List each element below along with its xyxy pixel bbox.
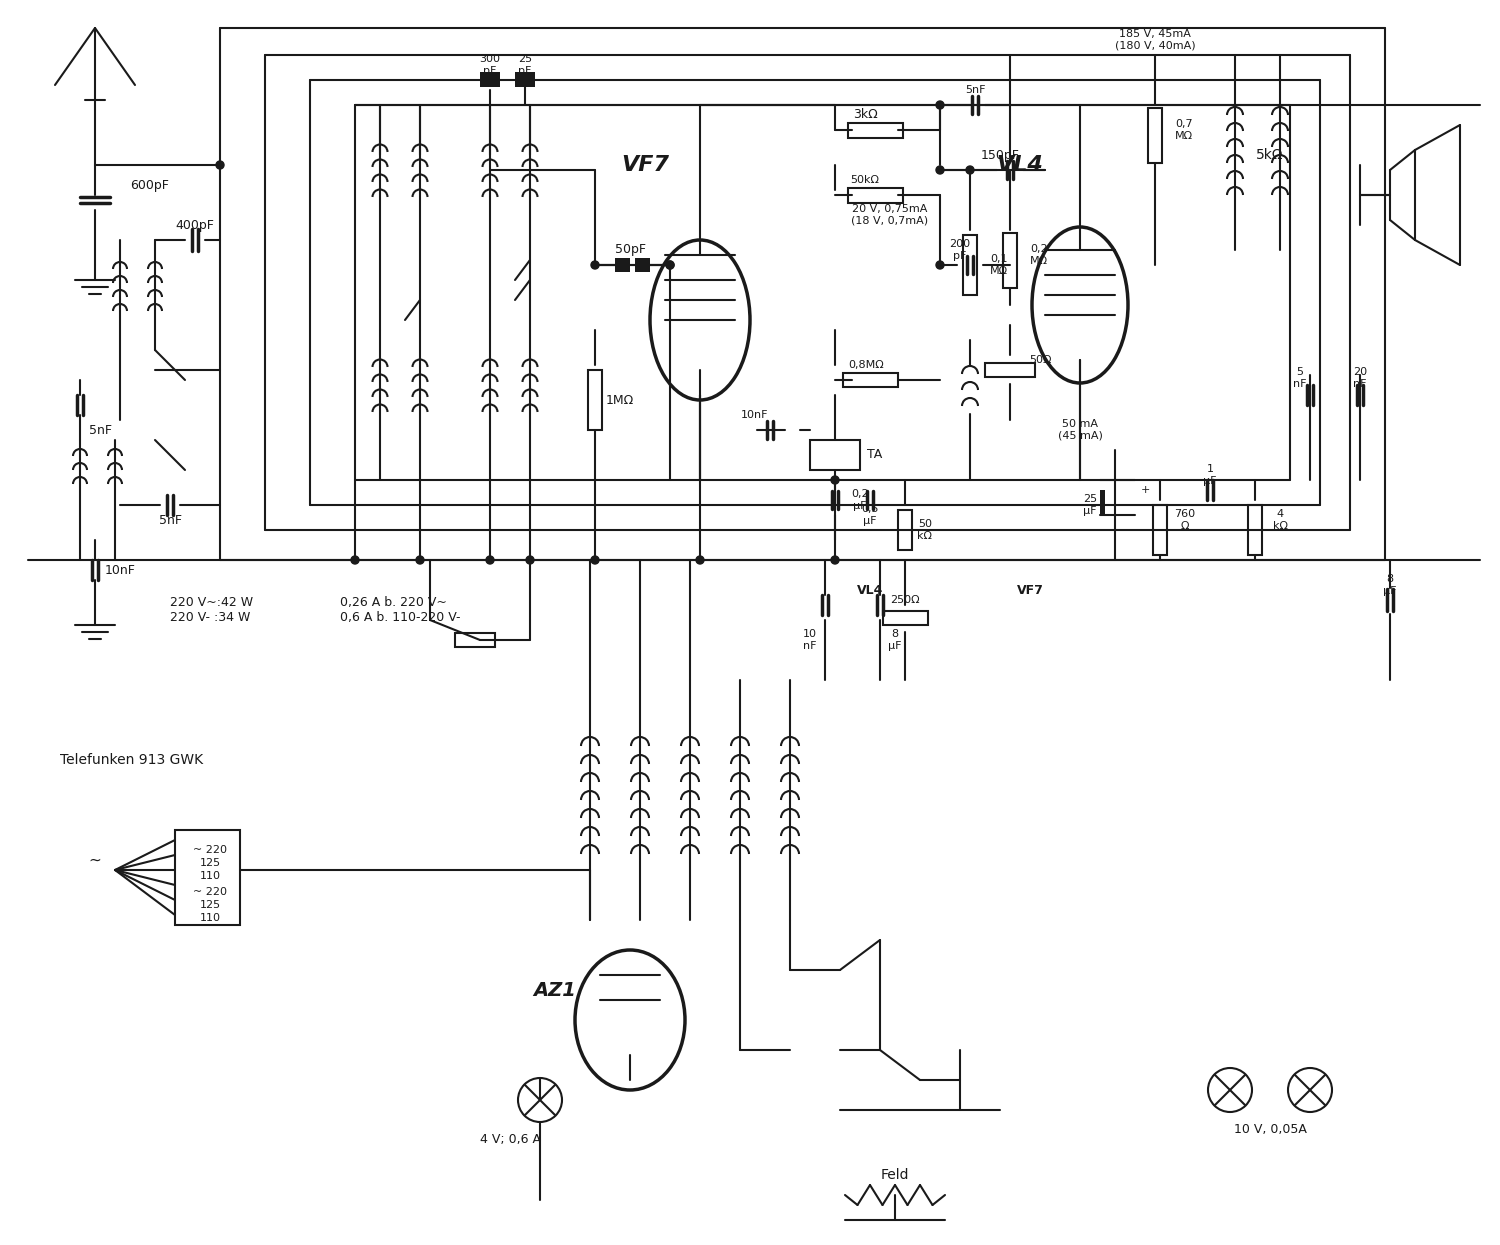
Circle shape	[486, 557, 494, 564]
Text: VF7: VF7	[621, 154, 669, 176]
Bar	[1148, 108, 1162, 163]
Text: 50Ω: 50Ω	[1029, 355, 1051, 365]
Circle shape	[216, 161, 223, 169]
Bar	[847, 188, 903, 203]
Text: 0,2
MΩ: 0,2 MΩ	[1030, 244, 1048, 265]
Text: 5nF: 5nF	[88, 423, 111, 437]
Text: 0,7
MΩ: 0,7 MΩ	[1174, 120, 1192, 141]
Text: 0,26 A b. 220 V~
0,6 A b. 110-220 V-: 0,26 A b. 220 V~ 0,6 A b. 110-220 V-	[340, 596, 460, 624]
Bar	[963, 235, 976, 295]
Bar	[1100, 491, 1106, 515]
Text: VL4: VL4	[996, 154, 1044, 176]
Text: 185 V, 45mA
(180 V, 40mA): 185 V, 45mA (180 V, 40mA)	[1114, 29, 1196, 51]
Text: 125: 125	[200, 900, 220, 910]
Text: 125: 125	[200, 858, 220, 868]
Text: 0,8MΩ: 0,8MΩ	[847, 360, 883, 370]
Bar	[810, 439, 859, 471]
Text: TA: TA	[867, 448, 882, 462]
Text: 20 V, 0,75mA
(18 V, 0,7mA): 20 V, 0,75mA (18 V, 0,7mA)	[852, 204, 928, 225]
Circle shape	[966, 166, 974, 174]
Circle shape	[936, 166, 944, 174]
Bar	[588, 370, 602, 430]
Bar	[1154, 505, 1167, 555]
Text: 150pF: 150pF	[981, 148, 1020, 162]
Bar	[514, 72, 535, 87]
Text: 5
nF: 5 nF	[1293, 367, 1306, 388]
Text: 3kΩ: 3kΩ	[852, 108, 877, 122]
Text: 600pF: 600pF	[130, 178, 170, 192]
Bar	[454, 632, 495, 647]
Text: 300
pF: 300 pF	[480, 55, 501, 76]
Text: 8
μF: 8 μF	[1383, 574, 1396, 596]
Text: 1
μF: 1 μF	[1203, 464, 1216, 486]
Circle shape	[591, 557, 598, 564]
Text: 110: 110	[200, 872, 220, 881]
Text: 25
μF: 25 μF	[1083, 494, 1096, 515]
Bar	[615, 258, 630, 271]
Text: 10
nF: 10 nF	[802, 629, 818, 651]
Text: AZ1: AZ1	[534, 981, 576, 1000]
Circle shape	[666, 261, 674, 269]
Text: 10nF: 10nF	[105, 564, 135, 576]
Text: 5nF: 5nF	[964, 85, 986, 95]
Text: Telefunken 913 GWK: Telefunken 913 GWK	[60, 753, 202, 767]
Bar	[176, 830, 240, 925]
Text: 760
Ω: 760 Ω	[1174, 509, 1196, 530]
Text: 400pF: 400pF	[176, 219, 214, 232]
Text: 110: 110	[200, 913, 220, 923]
Bar	[898, 510, 912, 550]
Text: 25
pF: 25 pF	[518, 55, 532, 76]
Text: 10 V, 0,05A: 10 V, 0,05A	[1233, 1123, 1306, 1137]
Text: 1MΩ: 1MΩ	[606, 393, 634, 407]
Circle shape	[831, 476, 839, 484]
Text: ~: ~	[88, 853, 102, 868]
Text: 20
nF: 20 nF	[1353, 367, 1366, 388]
Text: 200
pF: 200 pF	[950, 239, 970, 260]
Bar	[1004, 233, 1017, 288]
Text: 5kΩ: 5kΩ	[1257, 148, 1284, 162]
Text: 50pF: 50pF	[615, 244, 645, 256]
Text: 50 mA
(45 mA): 50 mA (45 mA)	[1058, 420, 1102, 441]
Circle shape	[936, 261, 944, 269]
Text: Feld: Feld	[880, 1168, 909, 1182]
Text: VF7: VF7	[1017, 584, 1044, 596]
Text: 220 V~:42 W
220 V- :34 W: 220 V~:42 W 220 V- :34 W	[170, 596, 254, 624]
Text: 250Ω: 250Ω	[890, 595, 920, 605]
Circle shape	[416, 557, 424, 564]
Text: +: +	[1140, 486, 1149, 496]
Circle shape	[526, 557, 534, 564]
Text: 4 V; 0,6 A: 4 V; 0,6 A	[480, 1133, 540, 1147]
Text: VL4: VL4	[856, 584, 883, 596]
Text: 4
kΩ: 4 kΩ	[1272, 509, 1287, 530]
Text: 0,2
μF: 0,2 μF	[850, 489, 868, 510]
Bar	[847, 123, 903, 138]
Circle shape	[666, 261, 674, 269]
Bar	[1248, 505, 1262, 555]
Text: 50
kΩ: 50 kΩ	[918, 519, 933, 540]
Text: ~ 220: ~ 220	[194, 886, 226, 896]
Circle shape	[591, 261, 598, 269]
Text: 0,1
MΩ: 0,1 MΩ	[990, 254, 1008, 276]
Circle shape	[936, 101, 944, 110]
Text: ~ 220: ~ 220	[194, 845, 226, 855]
Circle shape	[696, 557, 703, 564]
Bar	[884, 611, 928, 625]
Text: 8
μF: 8 μF	[888, 629, 902, 651]
Bar	[843, 374, 898, 387]
Text: 0,5
μF: 0,5 μF	[861, 504, 879, 525]
Bar	[480, 72, 500, 87]
Text: 10nF: 10nF	[741, 410, 768, 420]
Bar	[986, 364, 1035, 377]
Circle shape	[831, 557, 839, 564]
Text: 5nF: 5nF	[159, 513, 182, 527]
Text: 50kΩ: 50kΩ	[850, 176, 879, 186]
Bar	[634, 258, 650, 271]
Circle shape	[351, 557, 358, 564]
